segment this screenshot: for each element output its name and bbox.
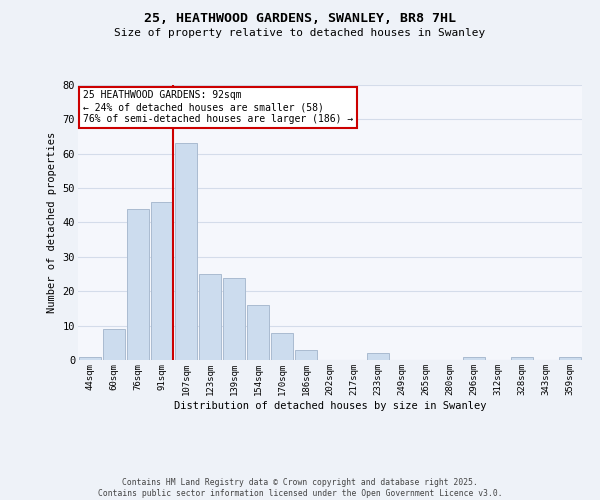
Bar bbox=[151, 202, 173, 360]
Bar bbox=[247, 305, 269, 360]
Bar bbox=[103, 329, 125, 360]
Bar bbox=[79, 356, 101, 360]
X-axis label: Distribution of detached houses by size in Swanley: Distribution of detached houses by size … bbox=[174, 400, 486, 410]
Bar bbox=[559, 356, 581, 360]
Bar bbox=[127, 209, 149, 360]
Text: Contains HM Land Registry data © Crown copyright and database right 2025.
Contai: Contains HM Land Registry data © Crown c… bbox=[98, 478, 502, 498]
Text: 25, HEATHWOOD GARDENS, SWANLEY, BR8 7HL: 25, HEATHWOOD GARDENS, SWANLEY, BR8 7HL bbox=[144, 12, 456, 26]
Bar bbox=[271, 332, 293, 360]
Bar bbox=[223, 278, 245, 360]
Bar bbox=[463, 356, 485, 360]
Bar bbox=[511, 356, 533, 360]
Text: 25 HEATHWOOD GARDENS: 92sqm
← 24% of detached houses are smaller (58)
76% of sem: 25 HEATHWOOD GARDENS: 92sqm ← 24% of det… bbox=[83, 90, 353, 124]
Bar bbox=[175, 144, 197, 360]
Bar bbox=[199, 274, 221, 360]
Bar bbox=[367, 353, 389, 360]
Y-axis label: Number of detached properties: Number of detached properties bbox=[47, 132, 57, 313]
Bar bbox=[295, 350, 317, 360]
Text: Size of property relative to detached houses in Swanley: Size of property relative to detached ho… bbox=[115, 28, 485, 38]
